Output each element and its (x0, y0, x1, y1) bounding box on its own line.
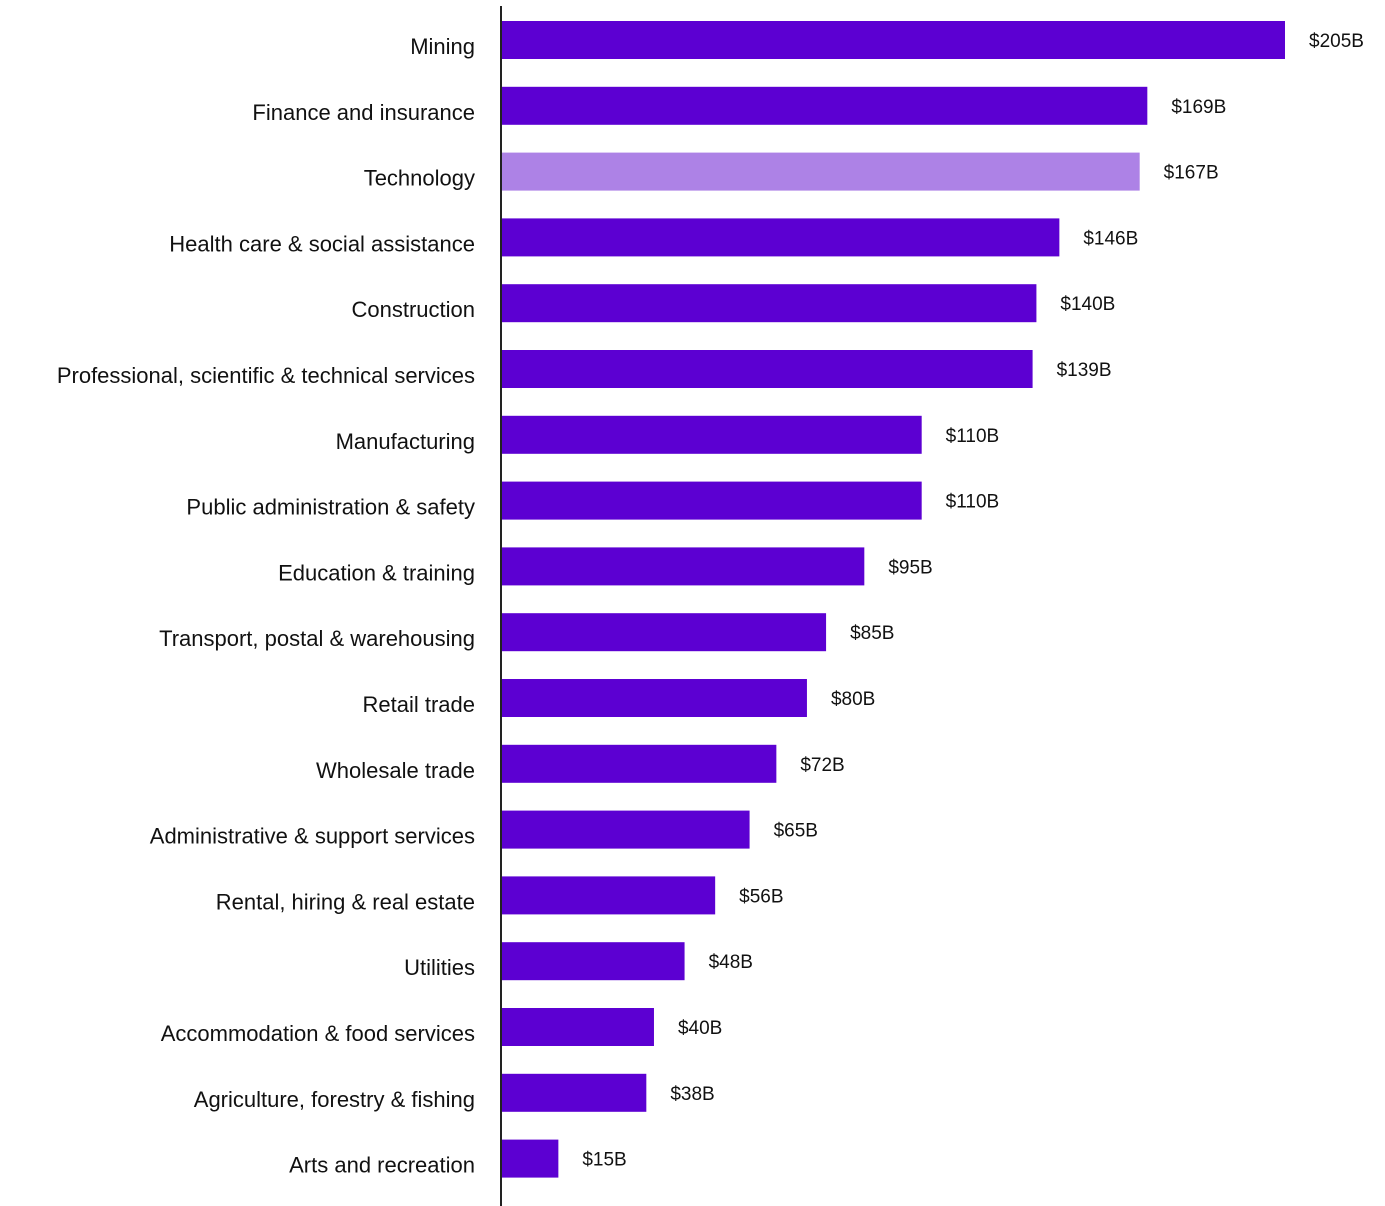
value-label: $110B (946, 426, 1000, 447)
value-label: $205B (1309, 31, 1364, 52)
value-label: $40B (678, 1018, 722, 1039)
bar-construction (501, 284, 1037, 323)
category-label: Arts and recreation (289, 1153, 475, 1178)
category-label: Technology (364, 166, 475, 191)
value-label: $110B (946, 492, 1000, 513)
bar-technology (501, 152, 1140, 191)
value-label: $140B (1060, 294, 1115, 315)
bar-public-administration-safety (501, 481, 922, 520)
bar-finance-and-insurance (501, 86, 1148, 125)
bar-education-training (501, 547, 865, 586)
bar-health-care-social-assistance (501, 218, 1060, 257)
category-label: Retail trade (362, 692, 475, 717)
value-label: $65B (774, 821, 818, 842)
category-labels-group: Mining Finance and insurance Technology Hea… (57, 34, 475, 1178)
bar-accommodation-food-services (501, 1008, 654, 1046)
category-label: Transport, postal & warehousing (159, 626, 475, 651)
category-label: Finance and insurance (252, 100, 475, 125)
bar-arts-and-recreation (501, 1139, 559, 1178)
value-label: $169B (1171, 97, 1226, 118)
category-label: Construction (351, 297, 475, 322)
category-label: Education & training (278, 560, 475, 585)
value-label: $72B (800, 755, 844, 776)
value-label: $146B (1083, 228, 1138, 249)
category-label: Accommodation & food services (161, 1021, 475, 1046)
bar-wholesale-trade (501, 744, 777, 783)
category-label: Public administration & safety (186, 495, 475, 520)
category-label: Professional, scientific & technical ser… (57, 363, 475, 388)
category-label: Manufacturing (336, 429, 475, 454)
category-label: Wholesale trade (316, 758, 475, 783)
category-label: Mining (410, 34, 475, 59)
bar-rental-hiring-real-estate (501, 876, 716, 915)
category-label: Agriculture, forestry & fishing (194, 1087, 475, 1112)
bar-transport-postal-warehousing (501, 613, 827, 652)
category-label: Health care & social assistance (169, 231, 475, 256)
bars-group (501, 21, 1285, 1178)
value-label: $38B (670, 1084, 714, 1105)
value-label: $15B (582, 1150, 626, 1171)
value-label: $80B (831, 689, 875, 710)
bar-utilities (501, 942, 685, 981)
bar-retail-trade (501, 679, 807, 717)
bar-administrative-support-services (501, 810, 750, 849)
value-labels-group: $205B $169B $167B $146B $140B $139B $110B $110B… (582, 31, 1364, 1171)
value-label: $139B (1057, 360, 1112, 381)
bar-mining (501, 21, 1285, 59)
value-label: $85B (850, 623, 894, 644)
bar-manufacturing (501, 415, 922, 454)
value-label: $167B (1164, 163, 1219, 184)
category-label: Administrative & support services (150, 824, 475, 849)
value-label: $95B (888, 557, 932, 578)
value-label: $56B (739, 886, 783, 907)
category-label: Rental, hiring & real estate (216, 889, 475, 914)
bar-professional-scientific-technical-services (501, 350, 1033, 388)
bar-agriculture-forestry-fishing (501, 1073, 647, 1112)
category-label: Utilities (404, 955, 475, 980)
value-label: $48B (709, 952, 753, 973)
